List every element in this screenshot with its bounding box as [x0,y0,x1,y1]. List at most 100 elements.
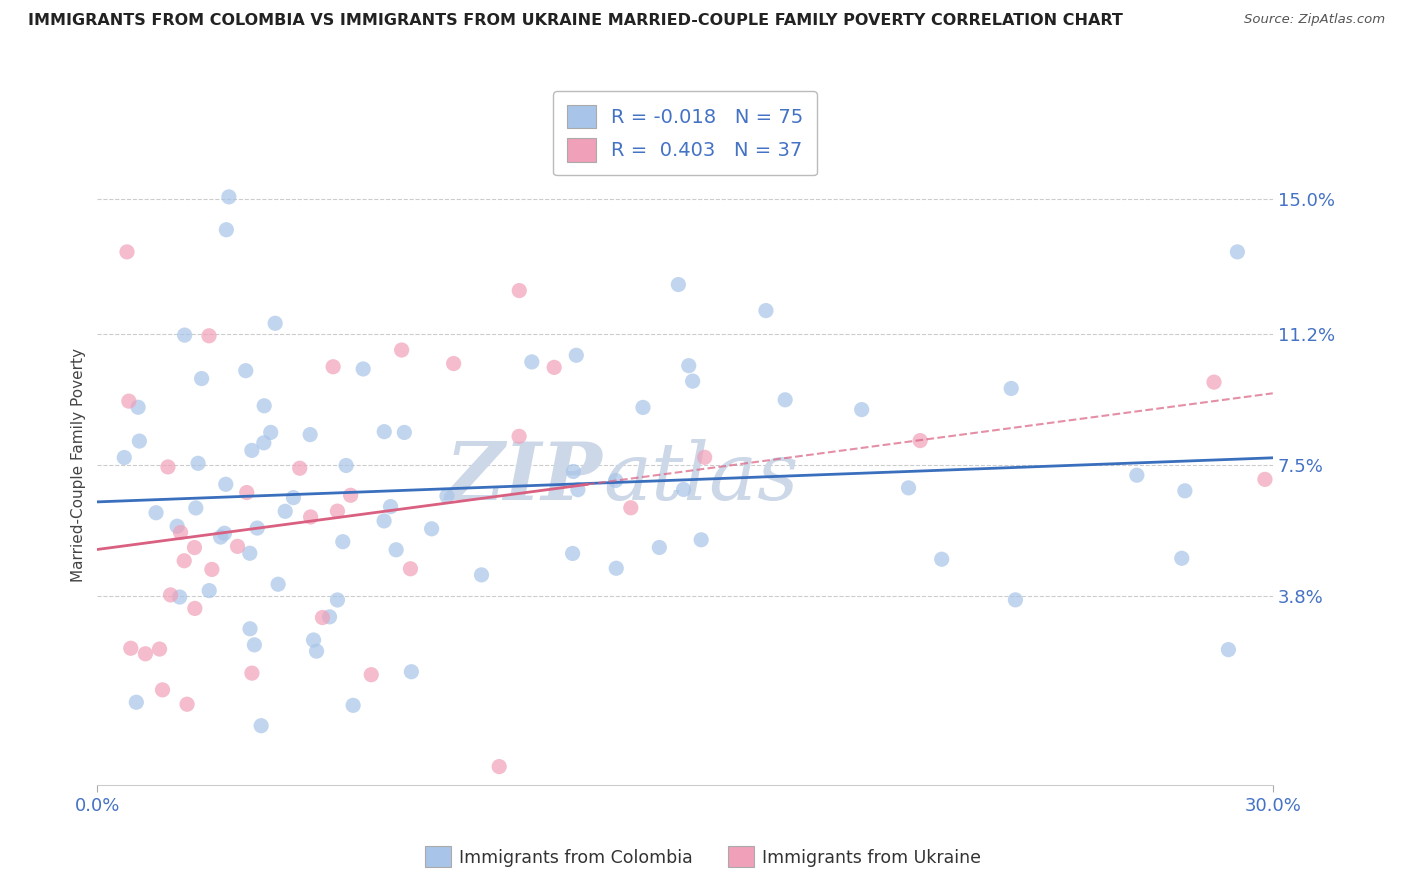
Point [755,303,778,318]
Point [243,638,266,652]
Point [678,359,700,373]
Point [520,355,543,369]
Point [214,526,236,541]
Point [693,450,716,465]
Point [373,514,395,528]
Point [631,401,654,415]
Point [380,500,402,514]
Point [184,500,207,515]
Point [169,590,191,604]
Point [198,328,221,343]
Point [239,546,262,560]
Point [488,759,510,773]
Point [908,434,931,448]
Point [209,530,232,544]
Point [127,401,149,415]
Point [335,458,357,473]
Point [201,562,224,576]
Point [1004,592,1026,607]
Point [352,362,374,376]
Point [240,443,263,458]
Point [318,610,340,624]
Point [299,427,322,442]
Point [508,429,530,443]
Point [125,695,148,709]
Point [112,450,135,465]
Point [420,522,443,536]
Point [373,425,395,439]
Legend: Immigrants from Colombia, Immigrants from Ukraine: Immigrants from Colombia, Immigrants fro… [418,839,988,874]
Point [253,399,276,413]
Point [288,461,311,475]
Point [1174,483,1197,498]
Point [253,435,276,450]
Point [156,459,179,474]
Point [120,641,142,656]
Point [239,622,262,636]
Point [931,552,953,566]
Point [391,343,413,357]
Point [166,519,188,533]
Y-axis label: Married-Couple Family Poverty: Married-Couple Family Poverty [72,348,86,582]
Point [648,541,671,555]
Point [173,328,195,343]
Point [543,360,565,375]
Point [183,541,205,555]
Point [332,534,354,549]
Point [605,474,627,488]
Point [1254,472,1277,486]
Point [145,506,167,520]
Point [128,434,150,448]
Point [682,374,704,388]
Point [401,665,423,679]
Point [250,719,273,733]
Point [342,698,364,713]
Point [567,483,589,497]
Point [322,359,344,374]
Point [274,504,297,518]
Point [187,456,209,470]
Point [240,666,263,681]
Point [326,504,349,518]
Point [264,316,287,330]
Point [215,477,238,491]
Point [1171,551,1194,566]
Point [260,425,283,440]
Point [134,647,156,661]
Point [1126,468,1149,483]
Point [1226,244,1249,259]
Point [690,533,713,547]
Point [1218,642,1240,657]
Point [562,465,585,479]
Point [236,485,259,500]
Point [159,588,181,602]
Legend: R = -0.018   N = 75, R =  0.403   N = 37: R = -0.018 N = 75, R = 0.403 N = 37 [553,91,817,176]
Point [339,488,361,502]
Point [283,491,305,505]
Point [436,489,458,503]
Point [302,633,325,648]
Point [565,348,588,362]
Point [394,425,416,440]
Point [470,567,492,582]
Point [385,542,408,557]
Point [267,577,290,591]
Point [190,371,212,385]
Point [246,521,269,535]
Point [176,698,198,712]
Text: atlas: atlas [603,439,799,516]
Point [311,610,333,624]
Point [851,402,873,417]
Point [620,500,643,515]
Point [326,593,349,607]
Point [1202,375,1225,389]
Point [299,510,322,524]
Point [215,223,238,237]
Point [235,364,257,378]
Point [561,546,583,560]
Point [198,583,221,598]
Point [226,540,249,554]
Point [218,190,240,204]
Point [152,682,174,697]
Point [184,601,207,615]
